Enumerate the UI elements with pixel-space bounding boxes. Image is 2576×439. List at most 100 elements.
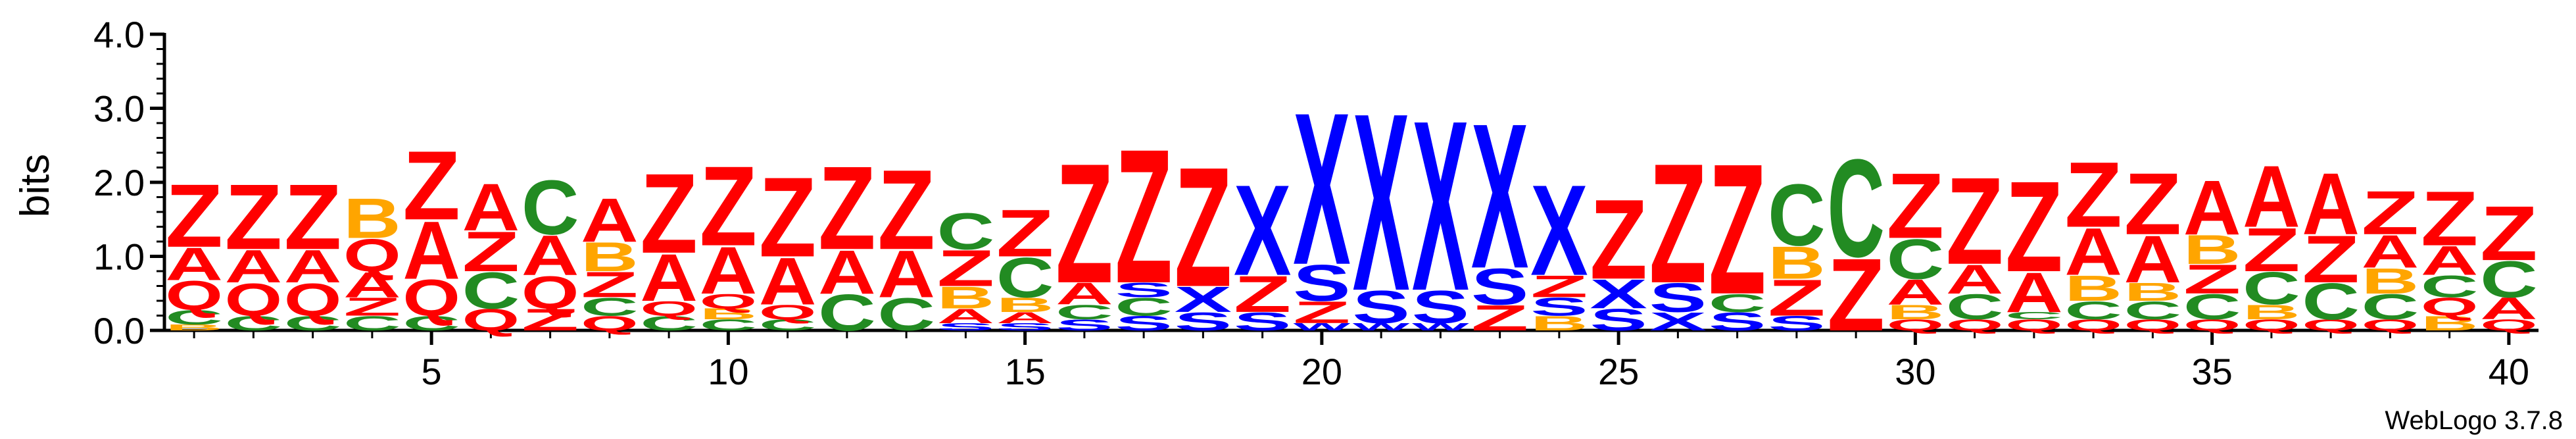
glyph-c: C — [818, 284, 876, 342]
glyph-q: Q — [522, 266, 579, 318]
glyph-s: S — [1056, 317, 1113, 334]
glyph-s: S — [996, 321, 1054, 333]
glyph-b: B — [343, 187, 401, 250]
glyph-c: C — [1115, 292, 1173, 321]
x-tick-label: 35 — [2191, 351, 2232, 392]
logo-glyphs: BCQAZCQAZCQAZCZAQBCQAZQCZAZQACQCZBACQAZC… — [165, 61, 2537, 353]
glyph-z: Z — [2362, 178, 2419, 247]
glyph-c: C — [581, 292, 639, 321]
glyph-s: S — [1412, 282, 1470, 333]
glyph-w: W — [1293, 321, 1351, 333]
glyph-a: A — [343, 265, 401, 305]
glyph-w: W — [1353, 321, 1411, 333]
glyph-x: X — [1353, 61, 1411, 344]
glyph-z: Z — [2480, 190, 2538, 276]
glyph-z: Z — [225, 165, 283, 269]
glyph-x: X — [1293, 68, 1351, 311]
glyph-s: S — [1709, 307, 1766, 336]
glyph-a: A — [2064, 215, 2122, 290]
x-tick-label: 30 — [1895, 351, 1935, 392]
glyph-z: Z — [2183, 257, 2241, 303]
glyph-q: Q — [343, 229, 401, 281]
glyph-z: Z — [1887, 154, 1945, 258]
glyph-c: C — [1709, 289, 1766, 318]
glyph-z: Z — [1827, 237, 1885, 353]
glyph-a: A — [877, 236, 935, 311]
glyph-c: C — [1056, 301, 1113, 324]
glyph-z: Z — [1175, 132, 1232, 323]
glyph-q: Q — [165, 272, 223, 319]
glyph-b: B — [2183, 227, 2241, 273]
glyph-q: Q — [462, 303, 520, 337]
glyph-q: Q — [2480, 317, 2538, 334]
glyph-s: S — [937, 321, 995, 333]
glyph-z: Z — [522, 302, 579, 337]
glyph-b: B — [2421, 312, 2479, 335]
glyph-b: B — [1768, 237, 1826, 289]
y-tick-label: 2.0 — [93, 162, 145, 203]
glyph-c: C — [165, 306, 223, 329]
glyph-q: Q — [2005, 317, 2063, 334]
glyph-z: Z — [1649, 128, 1707, 319]
glyph-x: X — [1175, 280, 1232, 320]
glyph-a: A — [522, 224, 579, 287]
glyph-z: Z — [165, 165, 223, 266]
glyph-q: Q — [759, 301, 817, 324]
glyph-b: B — [1530, 312, 1588, 335]
glyph-a: A — [581, 186, 639, 255]
glyph-w: W — [1412, 321, 1470, 333]
glyph-z: Z — [581, 265, 639, 305]
glyph-a: A — [2421, 238, 2479, 284]
glyph-z: Z — [700, 142, 758, 270]
glyph-a: A — [2302, 155, 2360, 253]
glyph-c: C — [700, 317, 758, 334]
glyph-s: S — [1115, 278, 1173, 301]
glyph-s: S — [1530, 292, 1588, 321]
glyph-x: X — [1590, 271, 1647, 317]
glyph-s: S — [1234, 307, 1292, 336]
glyph-z: Z — [1768, 269, 1826, 327]
glyph-x: X — [1234, 159, 1292, 303]
glyph-z: Z — [818, 141, 876, 274]
glyph-c: C — [996, 246, 1054, 309]
glyph-a: A — [996, 309, 1054, 326]
glyph-b: B — [1887, 301, 1945, 324]
glyph-b: B — [165, 323, 223, 332]
glyph-q: Q — [2183, 317, 2241, 334]
glyph-s: S — [1352, 282, 1410, 333]
glyph-c: C — [2183, 286, 2241, 326]
glyph-z: Z — [1056, 128, 1113, 319]
glyph-a: A — [640, 240, 698, 315]
glyph-c: C — [2362, 286, 2419, 326]
glyph-a: A — [402, 204, 460, 296]
glyph-c: C — [1768, 167, 1826, 265]
glyph-b: B — [996, 293, 1054, 316]
y-tick-label: 3.0 — [93, 88, 145, 130]
glyph-z: Z — [996, 196, 1054, 271]
glyph-c: C — [2480, 251, 2538, 309]
glyph-b: B — [2064, 268, 2122, 308]
glyph-z: Z — [2421, 175, 2479, 262]
glyph-x: X — [1649, 307, 1707, 336]
glyph-a: A — [937, 304, 995, 327]
weblogo-version-label: WebLogo 3.7.8 — [2385, 406, 2563, 435]
glyph-a: A — [2480, 292, 2538, 326]
glyph-q: Q — [2362, 317, 2419, 334]
glyph-q: Q — [1887, 317, 1945, 334]
glyph-c: C — [759, 317, 817, 334]
glyph-a: A — [462, 170, 520, 245]
glyph-s: S — [1768, 312, 1826, 335]
glyph-a: A — [165, 238, 223, 290]
glyph-c: C — [343, 312, 401, 335]
y-tick-label: 0.0 — [93, 310, 145, 351]
glyph-a: A — [1946, 257, 2004, 303]
glyph-s: S — [1471, 257, 1529, 315]
glyph-z: Z — [1709, 125, 1766, 334]
glyph-s: S — [1175, 307, 1232, 336]
glyph-q: Q — [700, 290, 758, 313]
glyph-a: A — [1056, 277, 1113, 311]
glyph-q: Q — [1946, 317, 2004, 334]
glyph-z: Z — [402, 132, 460, 241]
glyph-z: Z — [2243, 215, 2300, 285]
glyph-a: A — [2005, 261, 2063, 324]
